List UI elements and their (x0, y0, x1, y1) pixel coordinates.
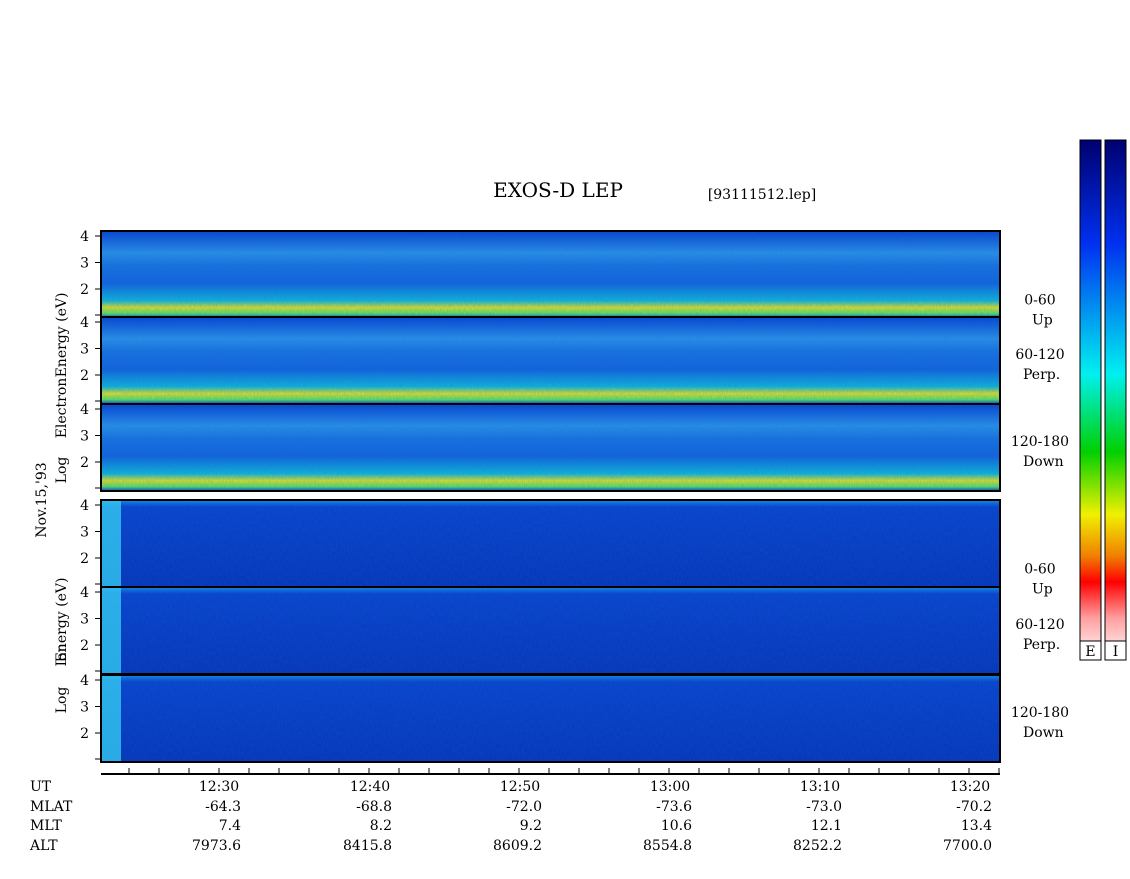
panel-angle: 60-120 (1015, 347, 1064, 363)
row-value: 8.2 (370, 818, 392, 834)
spectrogram-texture (101, 587, 1000, 674)
y-tick-label: 2 (80, 282, 89, 298)
row-name: MLAT (30, 799, 73, 815)
panel-direction: Perp. (1023, 637, 1060, 653)
colorbar (1079, 139, 1102, 661)
spectrogram-texture (101, 317, 1000, 404)
row-value: -70.2 (956, 799, 992, 815)
y-tick-label: 2 (80, 368, 89, 384)
y-tick-label: 2 (80, 726, 89, 742)
spectrogram-texture (101, 500, 1000, 587)
row-name: ALT (29, 838, 58, 854)
y-tick-label: 3 (80, 429, 89, 445)
y-tick-label: 3 (80, 612, 89, 628)
y-axis-label: Ion (54, 644, 70, 667)
colorbar-label: I (1113, 644, 1119, 660)
panel-direction: Up (1032, 582, 1053, 598)
row-value: 7973.6 (192, 838, 241, 854)
y-tick-label: 4 (80, 315, 89, 331)
time-label: 12:30 (199, 779, 239, 795)
row-value: 10.6 (661, 818, 692, 834)
y-tick-label: 2 (80, 551, 89, 567)
y-tick-label: 4 (80, 673, 89, 689)
y-tick-label: 4 (80, 498, 89, 514)
panel-frame (100, 674, 1001, 763)
colorbar-label-box (1104, 640, 1127, 661)
panel-direction: Up (1032, 313, 1053, 329)
time-label: 12:50 (500, 779, 540, 795)
panel-direction: Perp. (1023, 367, 1060, 383)
panel-angle: 120-180 (1011, 434, 1069, 450)
spectrogram-edge (101, 675, 121, 762)
colorbar (1104, 139, 1127, 661)
row-value: 8415.8 (343, 838, 392, 854)
y-tick-label: 3 (80, 256, 89, 272)
row-value: 9.2 (520, 818, 542, 834)
row-value: -72.0 (506, 799, 542, 815)
row-value: 7.4 (219, 818, 241, 834)
title: EXOS-D LEP (493, 178, 623, 202)
colorbar-label: E (1085, 644, 1095, 660)
y-tick-label: 3 (80, 700, 89, 716)
row-value: -73.0 (806, 799, 842, 815)
row-value: 13.4 (961, 818, 992, 834)
row-value: -68.8 (356, 799, 392, 815)
spectrogram-edge (101, 500, 121, 587)
y-axis-label: Energy (eV) (54, 293, 70, 378)
date: Nov.15,'93 (34, 462, 50, 537)
spectrogram-texture (101, 231, 1000, 318)
y-tick-label: 3 (80, 525, 89, 541)
y-axis-label: Electron (54, 378, 70, 439)
spectrogram-texture (101, 675, 1000, 762)
time-label: 13:00 (650, 779, 690, 795)
time-label: 13:10 (800, 779, 840, 795)
y-axis-label: Log (54, 687, 70, 714)
y-tick-label: 4 (80, 402, 89, 418)
y-tick-label: 3 (80, 342, 89, 358)
time-label: 12:40 (350, 779, 390, 795)
spectrogram-texture (101, 404, 1000, 491)
row-value: 8252.2 (793, 838, 842, 854)
y-tick-label: 2 (80, 455, 89, 471)
y-tick-label: 4 (80, 229, 89, 245)
panel-angle: 60-120 (1015, 617, 1064, 633)
row-value: 8609.2 (493, 838, 542, 854)
panel-angle: 0-60 (1024, 293, 1055, 309)
colorbar-label-box (1079, 640, 1102, 661)
time-label: 13:20 (950, 779, 990, 795)
row-value: -73.6 (656, 799, 692, 815)
y-tick-label: 4 (80, 585, 89, 601)
row-value: 12.1 (811, 818, 842, 834)
row-name: MLT (30, 818, 62, 834)
y-axis-label: Energy (eV) (54, 578, 70, 663)
row-value: -64.3 (205, 799, 241, 815)
y-axis-label: Log (54, 457, 70, 484)
y-tick-label: 2 (80, 638, 89, 654)
panel-angle: 120-180 (1011, 705, 1069, 721)
file-name: [93111512.lep] (708, 187, 816, 203)
row-value: 7700.0 (943, 838, 992, 854)
panel-frame (100, 403, 1001, 492)
panel-angle: 0-60 (1024, 562, 1055, 578)
row-value: 8554.8 (643, 838, 692, 854)
spectrogram-edge (101, 587, 121, 674)
panel-direction: Down (1023, 725, 1064, 741)
panel-direction: Down (1023, 454, 1064, 470)
row-name: UT (30, 779, 52, 795)
